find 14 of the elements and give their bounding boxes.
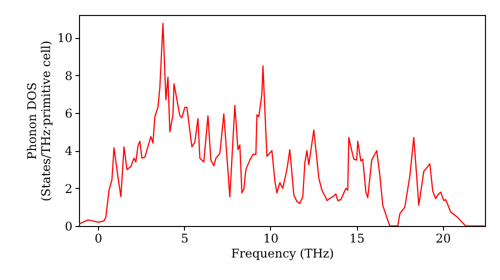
line-series <box>79 22 485 226</box>
y-tick-label: 8 <box>64 68 72 83</box>
y-tick-label: 0 <box>64 220 72 234</box>
y-tick-label: 10 <box>57 31 72 46</box>
x-tick-label: 5 <box>180 232 188 246</box>
y-axis-title: Phonon DOS (States/THz·primitive cell) <box>25 40 54 202</box>
x-tick-label: 20 <box>436 232 451 246</box>
x-axis-title: Frequency (THz) <box>231 246 334 260</box>
x-tick-label: 10 <box>263 232 279 246</box>
y-tick-label: 4 <box>64 144 73 158</box>
x-tick-label: 0 <box>94 232 102 246</box>
y-tick-label: 6 <box>64 106 72 120</box>
x-tick-label: 15 <box>349 232 365 246</box>
y-tick-label: 2 <box>64 182 72 196</box>
